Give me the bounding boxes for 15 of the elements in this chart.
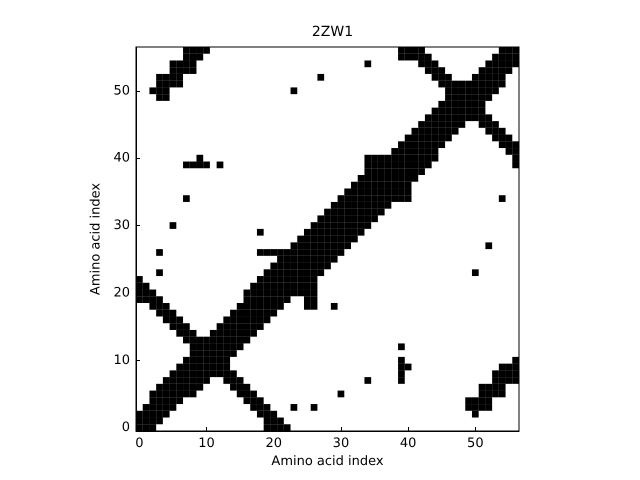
x-tick-label: 0 [135,436,144,451]
x-axis-title: Amino acid index [271,454,384,469]
y-tick-label: 20 [113,285,130,300]
x-tick-label: 40 [400,436,416,451]
y-axis-title: Amino acid index [88,182,104,296]
y-tick-label: 30 [113,218,130,234]
x-tick-label: 30 [332,436,350,451]
chart-title: 2ZW1 [312,24,354,40]
x-tick-label: 10 [198,436,215,451]
y-tick-label: 10 [113,352,130,368]
y-tick-label: 40 [113,150,130,166]
y-tick-label: 50 [113,83,130,98]
y-tick-label: 0 [122,420,130,436]
x-tick-label: 50 [467,436,484,451]
x-tick-label: 20 [265,436,282,451]
